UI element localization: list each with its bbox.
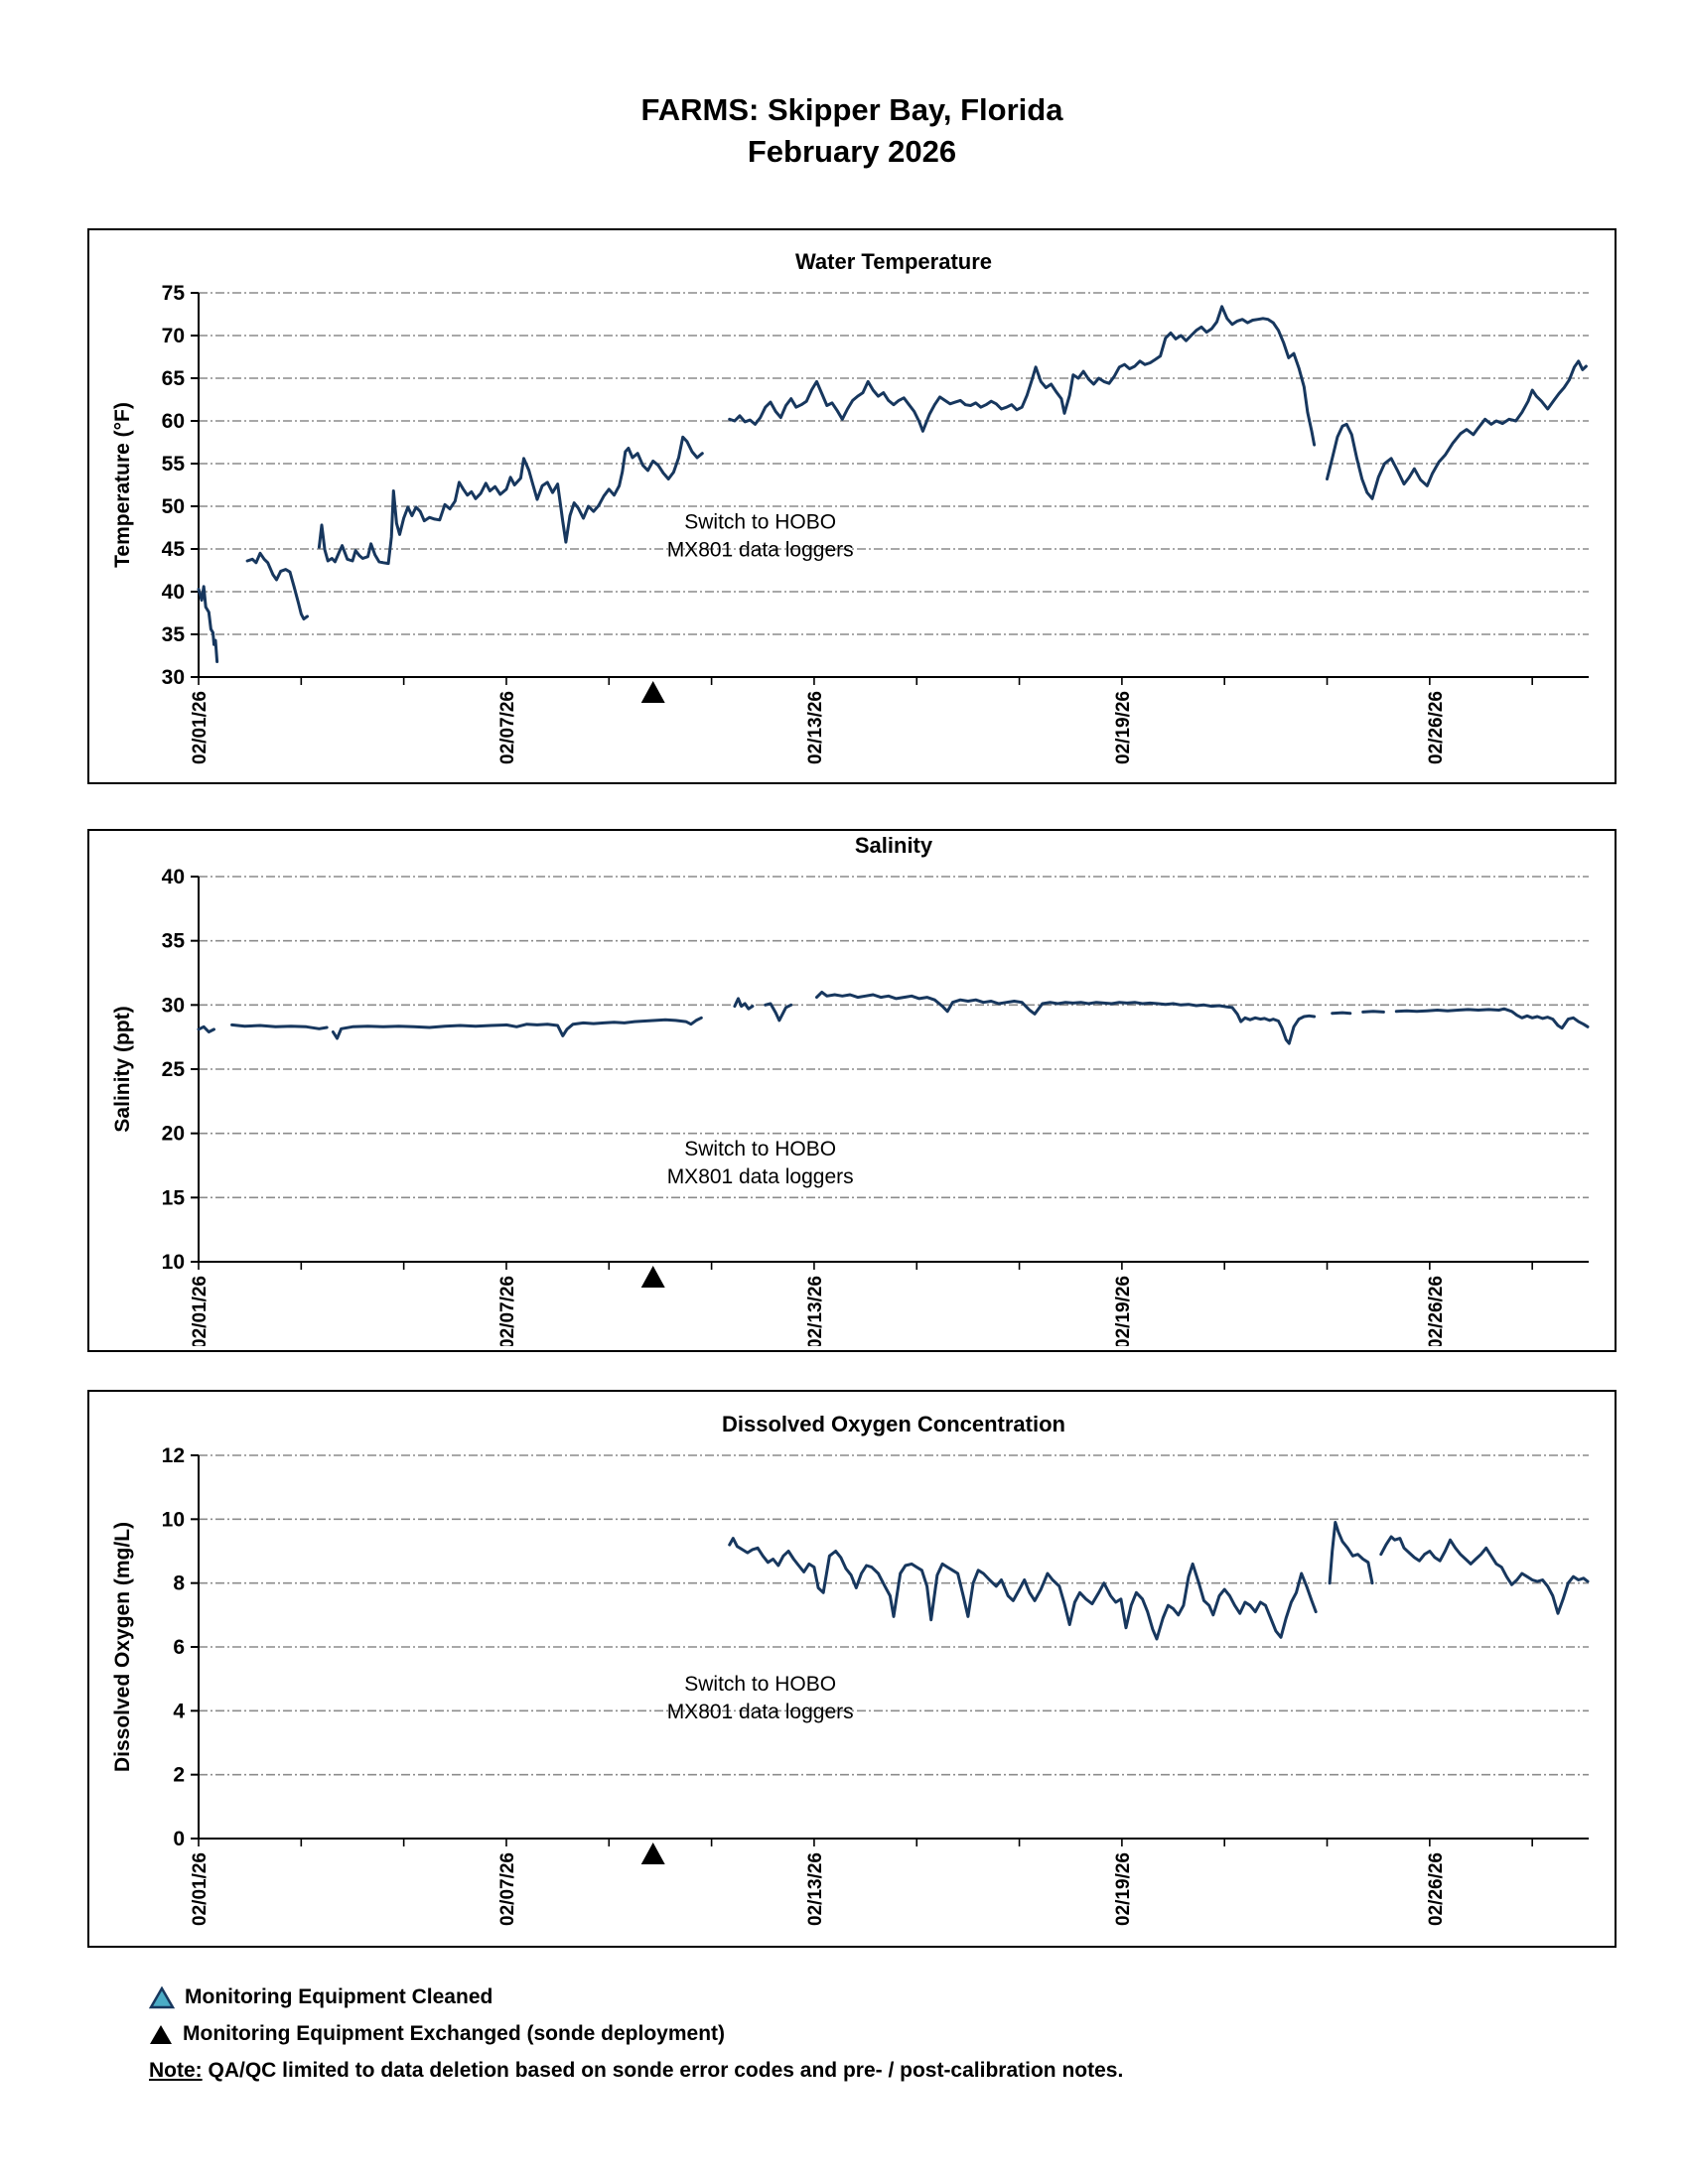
x-tick-label: 02/26/26 — [1426, 1852, 1447, 1926]
series-line — [1379, 1535, 1590, 1615]
legend-label-exchanged: Monitoring Equipment Exchanged (sonde de… — [183, 2022, 726, 2045]
series-line — [764, 1002, 793, 1023]
y-tick-label: 2 — [173, 1764, 185, 1787]
x-tick-label: 02/01/26 — [190, 1852, 211, 1926]
note-label: Note: — [149, 2059, 203, 2082]
x-tick-label: 02/01/26 — [190, 1276, 211, 1346]
y-tick-label: 25 — [162, 1058, 186, 1081]
y-tick-label: 10 — [162, 1508, 185, 1531]
annotation-line: Switch to HOBO — [684, 511, 836, 534]
page-title-line2: February 2026 — [747, 134, 957, 169]
series-line — [728, 305, 1317, 447]
x-tick-label: 02/13/26 — [805, 691, 826, 764]
qaqc-note: Note: QA/QC limited to data deletion bas… — [149, 2059, 1241, 2083]
x-tick-label: 02/19/26 — [1113, 1276, 1134, 1346]
y-tick-label: 30 — [162, 666, 185, 689]
y-tick-label: 60 — [162, 410, 185, 433]
y-tick-label: 55 — [162, 453, 186, 476]
x-tick-label: 02/07/26 — [497, 1852, 518, 1926]
series-line — [1331, 1011, 1352, 1016]
x-tick-label: 02/01/26 — [190, 691, 211, 764]
note-text: QA/QC limited to data deletion based on … — [202, 2059, 1124, 2082]
y-tick-label: 30 — [162, 994, 185, 1017]
y-tick-label: 10 — [162, 1251, 185, 1274]
y-axis-title: Salinity (ppt) — [111, 1006, 134, 1132]
chart-svg-2: 0 2 4 6 8 10 12 02/01/26 02/07/26 02/13/26 02/19/2… — [111, 1412, 1590, 1926]
y-tick-label: 20 — [162, 1123, 185, 1146]
x-tick-label: 02/13/26 — [805, 1276, 826, 1346]
y-tick-label: 35 — [162, 930, 186, 953]
series-line — [1361, 1010, 1385, 1014]
exchanged-triangle-icon — [150, 2024, 172, 2044]
water-temperature-chart: 30 35 40 45 50 55 60 65 70 75 02/01/26 02/07/26 02/1… — [87, 228, 1617, 784]
x-tick-label: 02/13/26 — [805, 1852, 826, 1926]
chart-svg-0: 30 35 40 45 50 55 60 65 70 75 02/01/26 02/07/26 02/1… — [111, 249, 1589, 764]
y-axis-title: Temperature (°F) — [111, 402, 134, 568]
y-tick-label: 40 — [162, 581, 185, 604]
legend-item-cleaned: Monitoring Equipment Cleaned — [149, 1985, 1241, 2009]
series-line — [1394, 1007, 1590, 1030]
chart-title: Dissolved Oxygen Concentration — [722, 1412, 1065, 1436]
series-line — [1328, 1521, 1374, 1585]
y-tick-label: 4 — [173, 1700, 185, 1722]
x-tick-label: 02/26/26 — [1426, 691, 1447, 764]
legend-item-exchanged: Monitoring Equipment Exchanged (sonde de… — [149, 2022, 1241, 2046]
series-line — [230, 1023, 329, 1030]
x-tick-label: 02/07/26 — [497, 691, 518, 764]
series-line — [245, 551, 309, 620]
x-tick-label: 02/07/26 — [497, 1276, 518, 1346]
cleaned-triangle-icon — [149, 1985, 175, 2008]
y-tick-label: 75 — [162, 282, 186, 305]
y-tick-label: 65 — [162, 367, 186, 390]
y-tick-label: 6 — [173, 1636, 185, 1659]
x-tick-label: 02/19/26 — [1113, 1852, 1134, 1926]
dissolved-oxygen-chart: 0 2 4 6 8 10 12 02/01/26 02/07/26 02/13/26 02/19/2… — [87, 1390, 1617, 1948]
chart-svg-1: 10 15 20 25 30 35 40 02/01/26 02/07/26 02/13/26 02… — [111, 833, 1590, 1346]
series-line — [317, 435, 704, 566]
y-tick-label: 40 — [162, 866, 185, 888]
equipment-exchanged-marker-icon — [640, 1843, 665, 1864]
equipment-exchanged-marker-icon — [640, 681, 665, 703]
y-tick-label: 0 — [173, 1828, 185, 1850]
y-axis-title: Dissolved Oxygen (mg/L) — [111, 1522, 134, 1772]
y-tick-label: 50 — [162, 495, 185, 518]
legend-label-cleaned: Monitoring Equipment Cleaned — [185, 1985, 493, 2008]
annotation-line: MX801 data loggers — [667, 539, 854, 562]
y-tick-label: 35 — [162, 623, 186, 646]
x-tick-label: 02/19/26 — [1113, 691, 1134, 764]
y-tick-label: 12 — [162, 1444, 185, 1467]
salinity-chart: 10 15 20 25 30 35 40 02/01/26 02/07/26 02/13/26 02… — [87, 829, 1617, 1352]
equipment-exchanged-marker-icon — [640, 1266, 665, 1288]
chart-title: Salinity — [855, 833, 933, 858]
series-line — [197, 1024, 215, 1033]
series-line — [1326, 359, 1588, 500]
y-tick-label: 15 — [162, 1186, 186, 1209]
series-line — [815, 990, 1317, 1045]
page-title-line1: FARMS: Skipper Bay, Florida — [640, 92, 1063, 127]
series-line — [197, 585, 219, 663]
annotation-line: MX801 data loggers — [667, 1701, 854, 1723]
annotation-line: MX801 data loggers — [667, 1165, 854, 1188]
y-tick-label: 8 — [173, 1572, 185, 1595]
chart-title: Water Temperature — [795, 249, 992, 274]
series-line — [331, 1016, 703, 1040]
page-title: FARMS: Skipper Bay, Florida February 202… — [0, 89, 1688, 173]
y-tick-label: 70 — [162, 325, 185, 347]
annotation-line: Switch to HOBO — [684, 1673, 836, 1696]
y-tick-label: 45 — [162, 538, 186, 561]
annotation-line: Switch to HOBO — [684, 1138, 836, 1160]
series-line — [728, 1537, 1318, 1641]
x-tick-label: 02/26/26 — [1426, 1276, 1447, 1346]
legend: Monitoring Equipment Cleaned Monitoring … — [149, 1985, 1241, 2083]
series-line — [733, 997, 755, 1011]
